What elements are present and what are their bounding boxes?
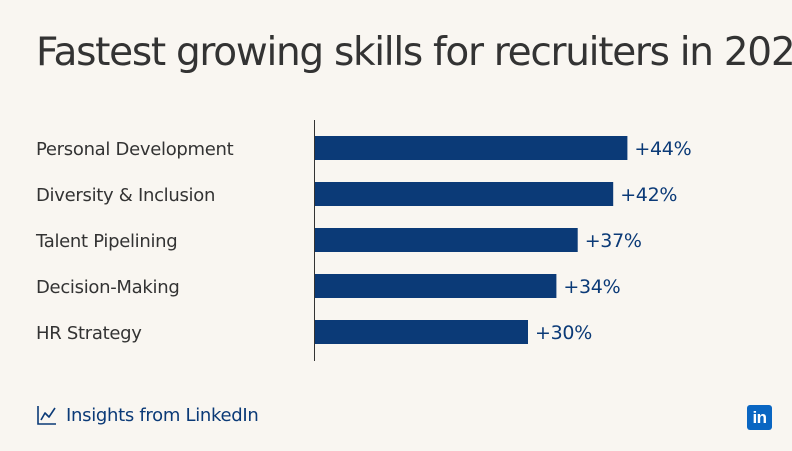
- bar: [315, 228, 578, 252]
- value-label: +34%: [563, 276, 620, 298]
- value-label: +37%: [585, 230, 642, 252]
- linkedin-logo[interactable]: in: [747, 405, 772, 430]
- category-label: Personal Development: [36, 139, 234, 160]
- bar: [315, 182, 614, 206]
- bar: [315, 274, 557, 298]
- footer-text: Insights from LinkedIn: [66, 404, 259, 426]
- bar: [315, 136, 628, 160]
- value-label: +44%: [634, 138, 691, 160]
- value-label: +30%: [535, 322, 592, 344]
- category-label: Decision-Making: [36, 277, 179, 298]
- category-label: Talent Pipelining: [35, 231, 177, 252]
- value-label: +42%: [620, 184, 677, 206]
- footer: Insights from LinkedIn: [36, 404, 259, 426]
- chart-line-icon: [37, 406, 56, 425]
- bar: [315, 320, 528, 344]
- category-label: Diversity & Inclusion: [36, 185, 215, 206]
- category-label: HR Strategy: [36, 323, 142, 344]
- chart-title: Fastest growing skills for recruiters in…: [36, 30, 792, 75]
